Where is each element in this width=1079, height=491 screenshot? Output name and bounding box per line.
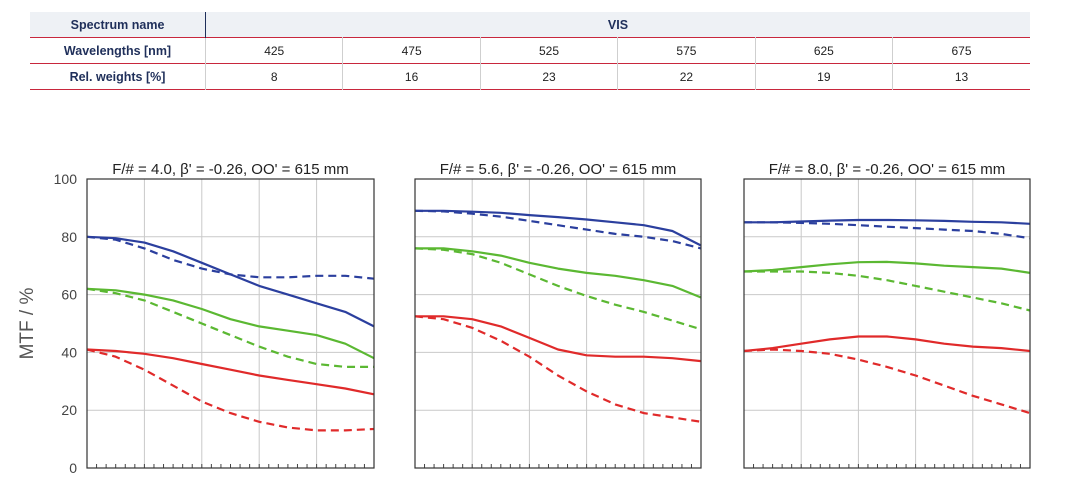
weights-label: Rel. weights [%] [30,63,206,90]
wavelength-row: Wavelengths [nm] 425 475 525 575 625 675 [30,37,1030,64]
series-line-1-5 [414,315,702,423]
y-tick-label: 80 [61,229,77,245]
spectrum-label: Spectrum name [30,12,206,38]
y-tick-label: 0 [69,460,77,476]
series-line-1-2 [415,247,702,299]
chart-title: F/# = 8.0, β' = -0.26, OO' = 615 mm [769,161,1006,178]
weights-row: Rel. weights [%] 8 16 23 22 19 13 [30,63,1030,90]
weight-cell: 13 [892,63,1030,90]
series-line-0-2 [86,287,375,360]
y-tick-label: 20 [61,402,77,418]
series-line-2-1 [744,221,1031,240]
spectrum-row: Spectrum name VIS [30,12,1030,38]
wavelength-cell: 675 [892,37,1030,64]
y-tick-label: 60 [61,287,77,303]
weight-cell: 8 [204,63,343,90]
y-tick-label: 100 [54,171,78,187]
y-axis-label: MTF / % [17,288,38,360]
wavelength-cell: 625 [754,37,893,64]
chart-title: F/# = 5.6, β' = -0.26, OO' = 615 mm [440,161,677,178]
series-line-1-0 [415,209,702,247]
series-line-1-1 [414,209,702,250]
wavelength-cell: 575 [617,37,756,64]
plot-frame [414,178,702,469]
y-tick-label: 40 [61,344,77,360]
weight-cell: 19 [754,63,893,90]
series-line-0-3 [86,287,374,368]
weight-cell: 22 [617,63,756,90]
series-line-1-3 [414,247,702,331]
wavelength-cell: 475 [342,37,481,64]
series-line-2-2 [743,260,1031,274]
series-line-2-0 [744,218,1031,225]
weight-cell: 16 [342,63,481,90]
spectrum-table: Spectrum name VIS Wavelengths [nm] 425 4… [30,12,1030,90]
weight-cell: 23 [479,63,618,90]
series-line-0-4 [86,348,375,396]
chart-title: F/# = 4.0, β' = -0.26, OO' = 615 mm [112,161,349,178]
series-line-0-0 [86,235,375,328]
wavelength-cell: 525 [479,37,618,64]
series-line-0-1 [86,235,375,280]
spectrum-value: VIS [205,12,1030,38]
series-line-2-3 [744,270,1031,312]
series-line-2-4 [743,335,1031,353]
series-line-0-5 [86,348,375,432]
wavelength-cell: 425 [204,37,343,64]
mtf-charts: F/# = 4.0, β' = -0.26, OO' = 615 mm 0 20 40… [17,161,1031,476]
plot-frame [86,178,375,469]
series-line-1-4 [415,315,702,363]
series-line-2-5 [743,348,1031,415]
plot-frame [743,178,1031,469]
wavelength-label: Wavelengths [nm] [30,37,206,64]
